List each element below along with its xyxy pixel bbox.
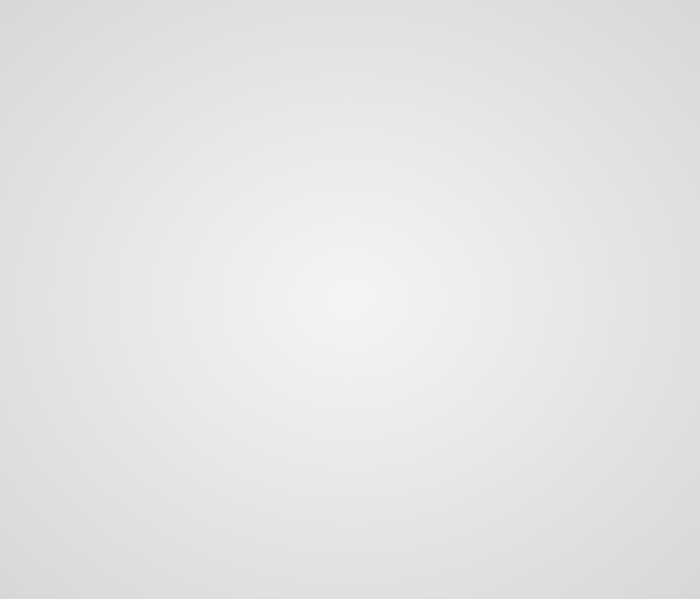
Circle shape <box>281 240 419 359</box>
Circle shape <box>326 279 374 320</box>
Circle shape <box>330 283 370 316</box>
Text: Alternatives
15%: Alternatives 15% <box>218 155 323 187</box>
Circle shape <box>48 41 652 558</box>
Text: EM Fixed Income
15%: EM Fixed Income 15% <box>139 353 284 385</box>
Circle shape <box>152 130 548 469</box>
Circle shape <box>345 295 355 304</box>
Circle shape <box>28 24 672 575</box>
Circle shape <box>167 143 533 456</box>
Wedge shape <box>220 300 397 498</box>
Circle shape <box>43 37 657 562</box>
Circle shape <box>236 202 464 397</box>
Circle shape <box>172 147 528 452</box>
Circle shape <box>335 287 365 312</box>
Circle shape <box>231 198 469 401</box>
Circle shape <box>211 181 489 418</box>
Circle shape <box>127 108 573 491</box>
Circle shape <box>136 117 564 482</box>
Wedge shape <box>138 183 336 300</box>
Circle shape <box>8 7 692 592</box>
Circle shape <box>241 206 459 393</box>
Circle shape <box>38 32 662 567</box>
Circle shape <box>276 236 424 363</box>
Circle shape <box>340 291 360 308</box>
Circle shape <box>157 134 543 465</box>
Circle shape <box>295 253 405 346</box>
Text: International Equities
20%: International Equities 20% <box>363 372 550 404</box>
Circle shape <box>176 151 524 448</box>
Circle shape <box>97 83 603 516</box>
Wedge shape <box>176 101 336 300</box>
Circle shape <box>122 104 578 495</box>
Circle shape <box>251 214 449 385</box>
Circle shape <box>271 232 429 367</box>
Circle shape <box>88 75 612 524</box>
Circle shape <box>305 261 395 338</box>
Circle shape <box>147 126 553 473</box>
Circle shape <box>315 270 385 329</box>
Text: Cash
10%: Cash 10% <box>364 150 405 183</box>
Text: US Equities
15%: US Equities 15% <box>416 218 513 250</box>
Circle shape <box>221 189 479 410</box>
Text: International Equities
20%: International Equities 20% <box>359 368 546 400</box>
Wedge shape <box>336 300 534 488</box>
Circle shape <box>260 223 440 376</box>
Circle shape <box>246 210 454 389</box>
Text: US Fixed Income
15%: US Fixed Income 15% <box>246 429 388 462</box>
Circle shape <box>196 168 504 431</box>
Circle shape <box>83 70 617 529</box>
Circle shape <box>321 274 379 325</box>
Circle shape <box>202 173 498 426</box>
Circle shape <box>62 53 638 546</box>
Wedge shape <box>336 139 534 300</box>
Circle shape <box>266 228 434 371</box>
Circle shape <box>22 19 678 580</box>
Text: US Equities
15%: US Equities 15% <box>420 222 517 255</box>
Text: EM Fixed Income
15%: EM Fixed Income 15% <box>135 349 280 381</box>
Wedge shape <box>336 101 452 300</box>
Circle shape <box>191 164 509 435</box>
Circle shape <box>141 121 559 478</box>
Circle shape <box>310 265 390 334</box>
Circle shape <box>92 79 608 520</box>
Circle shape <box>286 244 414 355</box>
Circle shape <box>67 58 633 541</box>
Circle shape <box>256 219 444 380</box>
